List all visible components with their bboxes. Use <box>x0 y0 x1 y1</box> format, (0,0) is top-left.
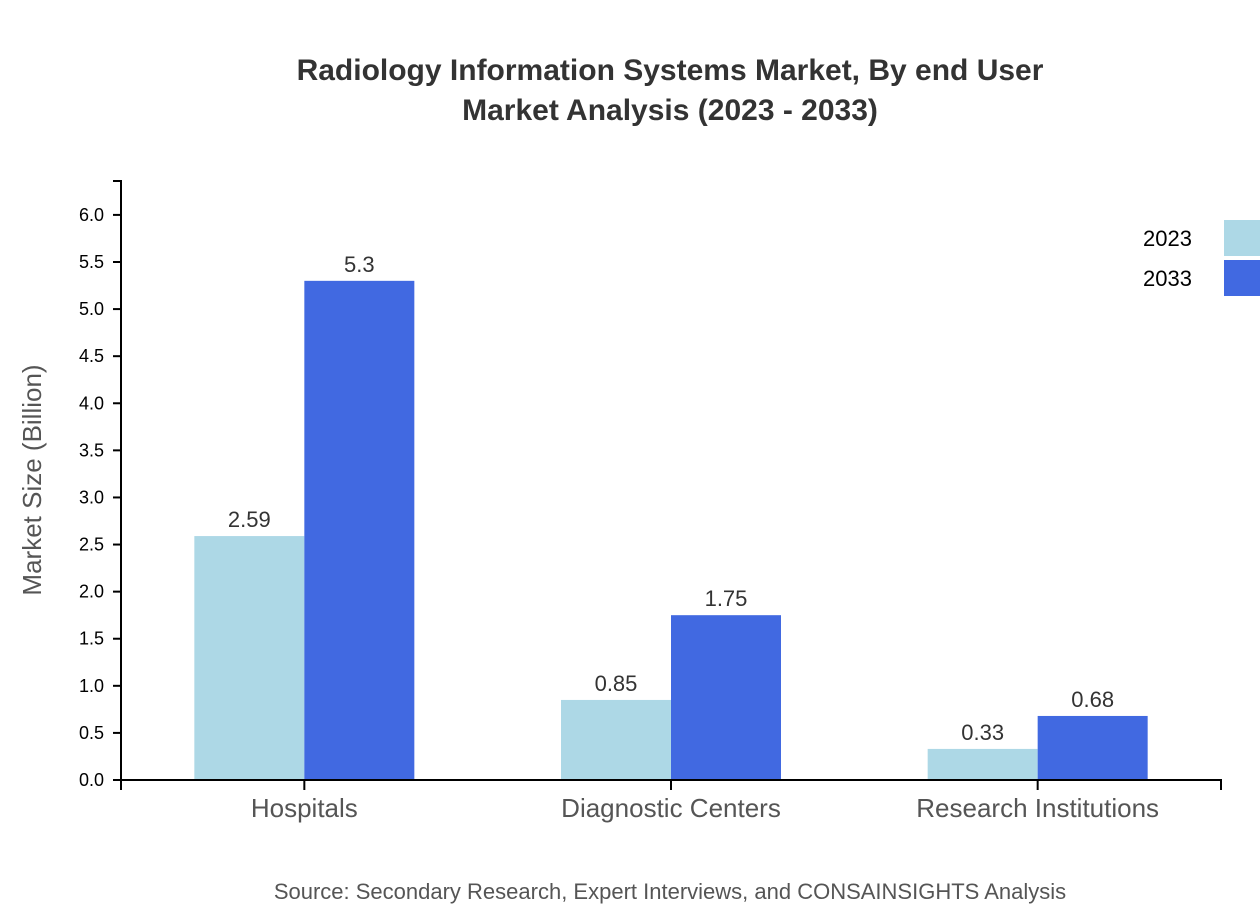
legend-label: 2023 <box>1143 226 1192 251</box>
bar-2023-research-institutions <box>927 748 1038 780</box>
y-tick-label: 6.0 <box>79 205 104 225</box>
data-label: 1.75 <box>705 586 748 611</box>
y-tick-label: 1.5 <box>79 629 104 649</box>
bars: 2.59 5.3 0.85 1.75 0.33 0.68 <box>194 252 1148 780</box>
y-tick-label: 3.0 <box>79 487 104 507</box>
y-tick-label: 1.0 <box>79 676 104 696</box>
y-axis-label: Market Size (Billion) <box>17 364 47 595</box>
axes: Hospitals Diagnostic Centers Research Inst… <box>79 180 1222 823</box>
bar-2033-research-institutions <box>1037 715 1148 780</box>
legend-swatch-2033 <box>1224 260 1260 296</box>
bar-2033-diagnostic-centers <box>671 615 781 780</box>
y-tick-label: 2.5 <box>79 535 104 555</box>
legend-label: 2033 <box>1143 266 1192 291</box>
bar-2033-hospitals <box>304 280 415 780</box>
x-axis-line <box>120 779 1222 790</box>
legend: 2023 2033 <box>1143 220 1260 296</box>
chart-title-line1: Radiology Information Systems Market, By… <box>297 54 1044 87</box>
y-tick-label: 4.5 <box>79 346 104 366</box>
y-axis-line <box>113 180 122 781</box>
y-tick-label: 5.5 <box>79 252 104 272</box>
chart-title-line2: Market Analysis (2023 - 2033) <box>462 94 878 127</box>
x-tick-label: Research Institutions <box>916 793 1159 823</box>
y-tick-label: 2.0 <box>79 582 104 602</box>
y-tick-label: 5.0 <box>79 299 104 319</box>
legend-swatch-2023 <box>1224 220 1260 256</box>
y-tick-label: 0.0 <box>79 770 104 790</box>
x-tick-label: Hospitals <box>251 793 358 823</box>
bar-2023-hospitals <box>194 536 305 780</box>
data-label: 0.68 <box>1071 687 1114 712</box>
data-label: 0.33 <box>961 720 1004 745</box>
y-tick-label: 3.5 <box>79 440 104 460</box>
y-tick-label: 4.0 <box>79 393 104 413</box>
data-label: 2.59 <box>228 507 271 532</box>
data-label: 0.85 <box>595 671 638 696</box>
x-tick-label: Diagnostic Centers <box>561 793 781 823</box>
y-tick-label: 0.5 <box>79 723 104 743</box>
source-note: Source: Secondary Research, Expert Inter… <box>274 879 1066 904</box>
bar-2023-diagnostic-centers <box>561 699 671 780</box>
data-label: 5.3 <box>344 252 375 277</box>
